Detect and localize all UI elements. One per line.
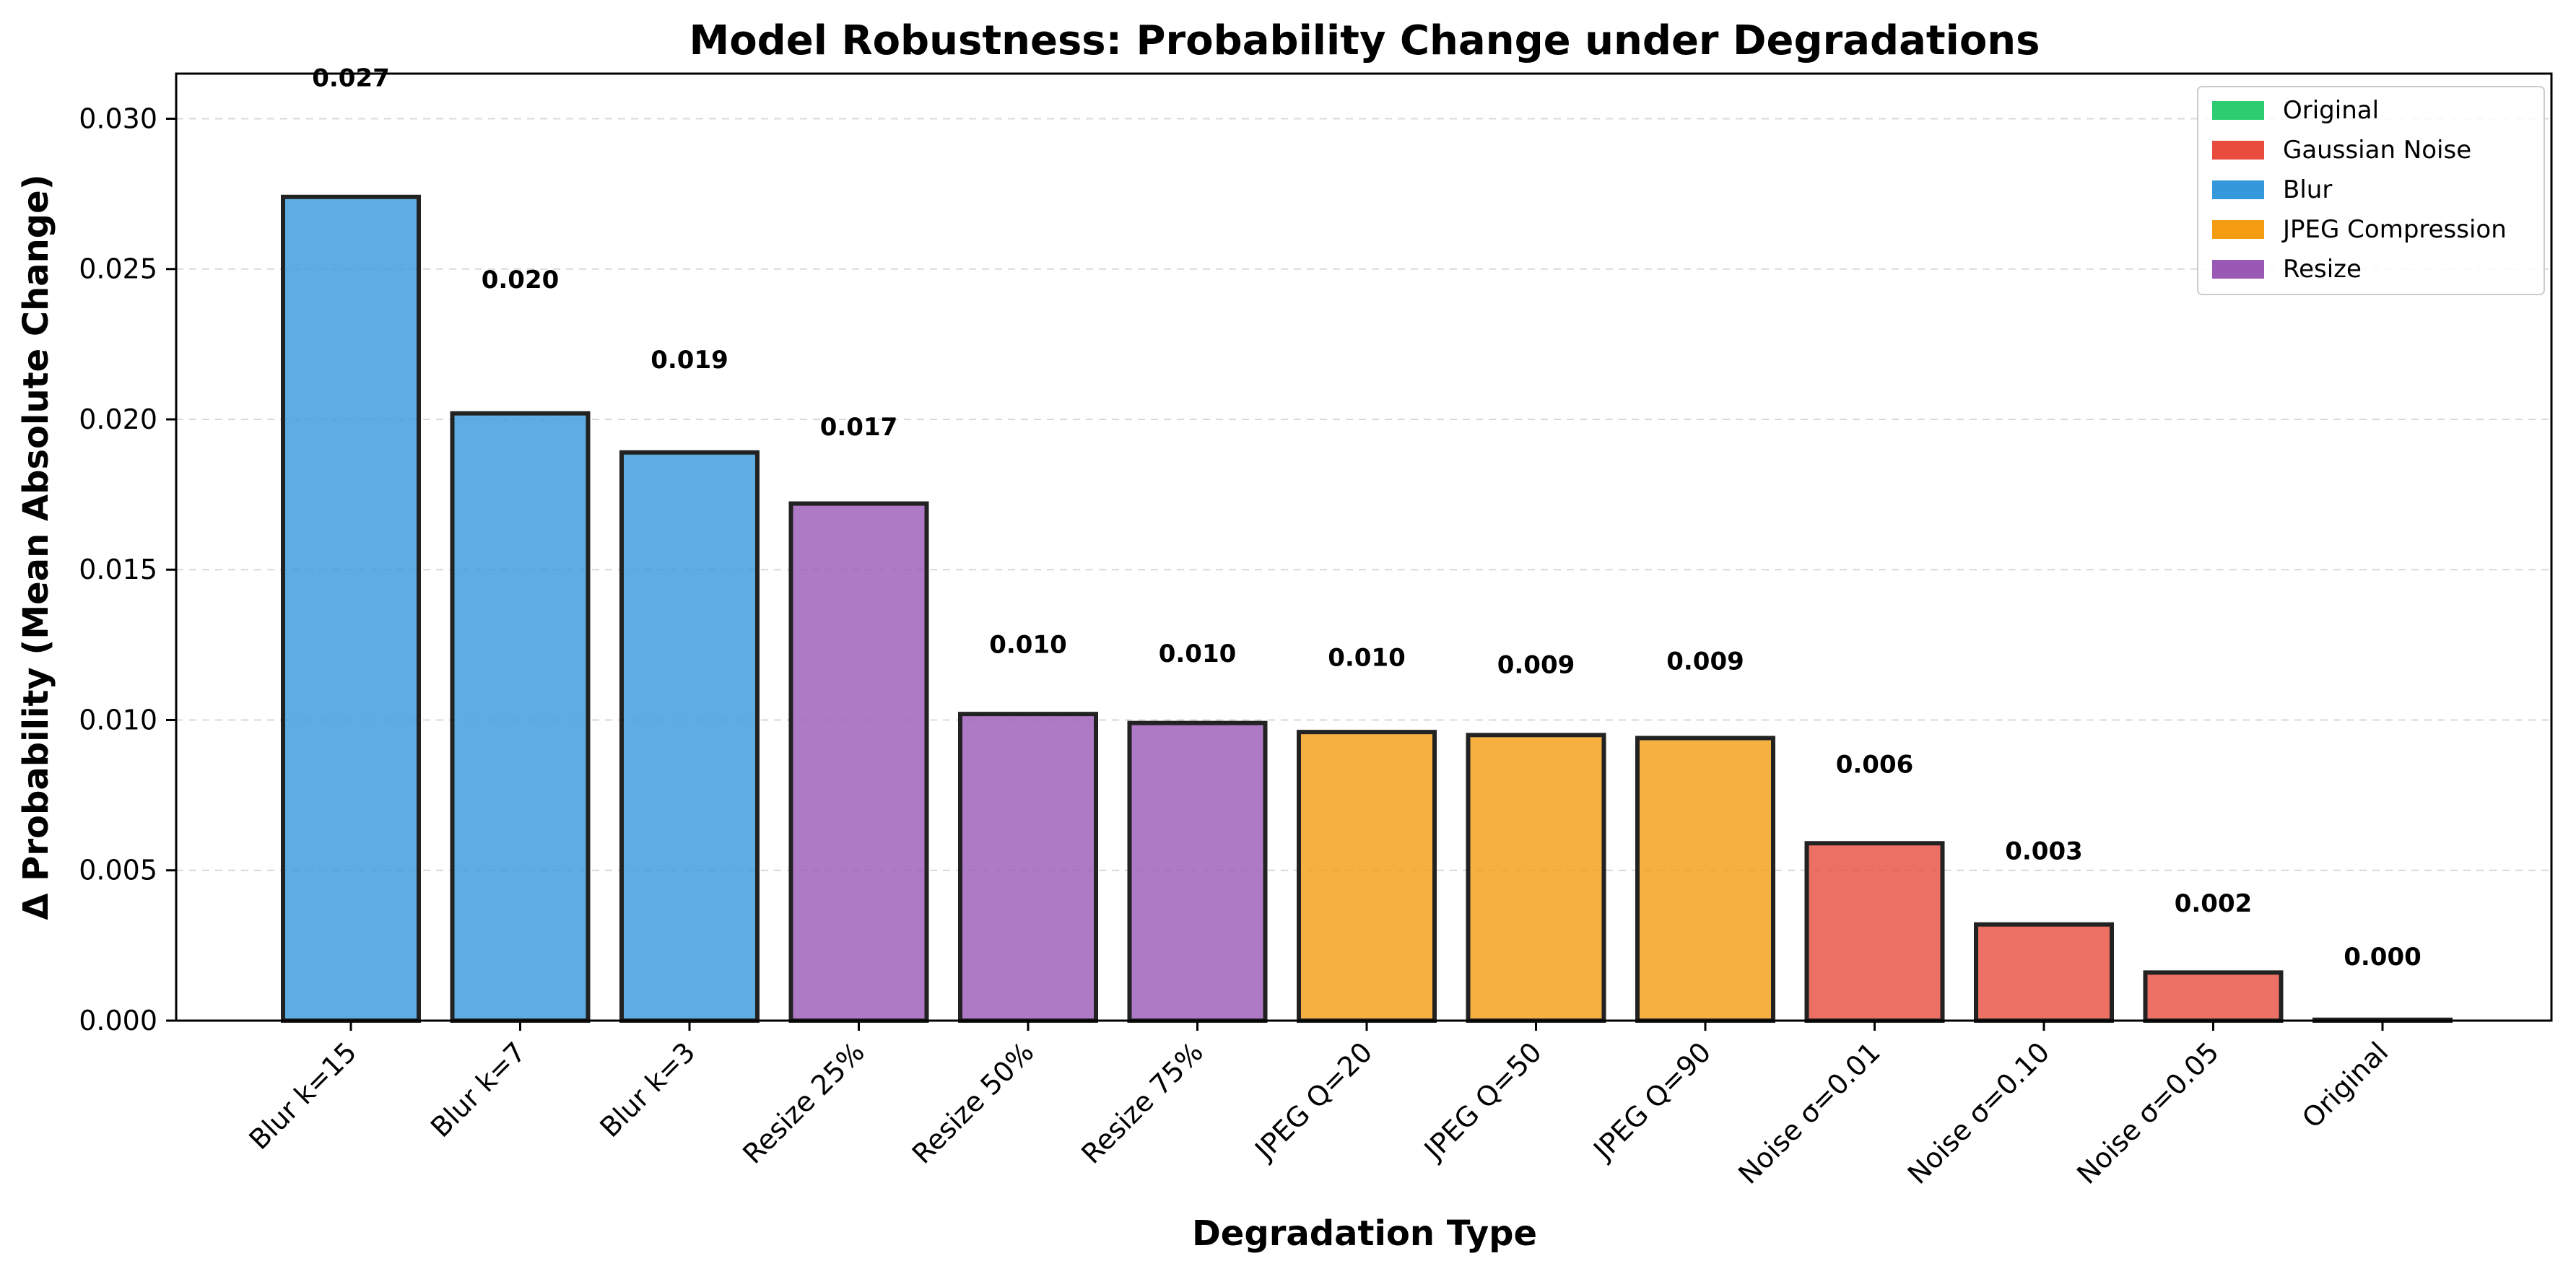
legend-label: JPEG Compression bbox=[2281, 215, 2507, 244]
bar-value-label: 0.006 bbox=[1836, 751, 1914, 780]
bar bbox=[1127, 720, 1268, 1024]
bar-value-label: 0.027 bbox=[312, 64, 390, 93]
bar bbox=[2143, 970, 2284, 1024]
legend-label: Blur bbox=[2283, 175, 2332, 204]
x-tick-label: JPEG Q=90 bbox=[1587, 1036, 1718, 1166]
bar-value-label: 0.003 bbox=[2005, 837, 2083, 865]
legend-label: Resize bbox=[2283, 255, 2362, 284]
x-tick-label: JPEG Q=50 bbox=[1417, 1036, 1548, 1166]
y-tick-label: 0.030 bbox=[79, 102, 157, 134]
x-tick-label: Resize 75% bbox=[1075, 1036, 1209, 1169]
x-tick-label: Blur k=3 bbox=[594, 1036, 702, 1143]
x-tick-label: Blur k=7 bbox=[425, 1036, 532, 1143]
bar bbox=[958, 712, 1098, 1024]
legend-swatch bbox=[2212, 220, 2264, 239]
x-axis-ticks: Blur k=15 Blur k=7 Blur k=3 Resize 25% Resiz… bbox=[243, 1021, 2394, 1190]
bars bbox=[281, 194, 2453, 1024]
bar-value-label: 0.000 bbox=[2344, 943, 2421, 972]
plot-frame bbox=[175, 72, 2553, 1022]
x-tick-label: Resize 25% bbox=[736, 1036, 870, 1169]
legend-swatch bbox=[2212, 260, 2264, 279]
bar bbox=[1974, 922, 2114, 1023]
x-tick-label: Noise σ=0.10 bbox=[1902, 1036, 2056, 1190]
legend-swatch bbox=[2212, 141, 2264, 160]
x-tick-label: Noise σ=0.05 bbox=[2071, 1036, 2225, 1190]
y-tick-label: 0.000 bbox=[79, 1005, 157, 1037]
y-axis-label: Δ Probability (Mean Absolute Change) bbox=[16, 174, 56, 920]
x-tick-label: Original bbox=[2296, 1036, 2394, 1134]
legend-swatch bbox=[2212, 101, 2264, 120]
bar bbox=[1635, 736, 1775, 1023]
y-tick-label: 0.025 bbox=[79, 253, 157, 285]
bar-value-label: 0.009 bbox=[1666, 647, 1744, 676]
y-tick-label: 0.010 bbox=[79, 704, 157, 736]
bar-value-label: 0.010 bbox=[1159, 640, 1237, 668]
bar-value-label: 0.009 bbox=[1497, 650, 1575, 679]
bar bbox=[1466, 733, 1606, 1023]
bar bbox=[1297, 730, 1437, 1024]
bar bbox=[1804, 841, 1945, 1024]
bar-value-labels: 0.027 0.020 0.019 0.017 0.010 0.010 0.010 0.009… bbox=[312, 64, 2421, 972]
bar-value-label: 0.020 bbox=[482, 266, 560, 294]
x-tick-label: JPEG Q=20 bbox=[1248, 1036, 1379, 1166]
bar-value-label: 0.019 bbox=[650, 346, 728, 375]
chart-title: Model Robustness: Probability Change und… bbox=[689, 17, 2040, 64]
bar-value-label: 0.010 bbox=[989, 631, 1067, 660]
bar-value-label: 0.010 bbox=[1328, 643, 1406, 672]
legend-label: Original bbox=[2283, 96, 2379, 125]
bar bbox=[450, 411, 591, 1023]
legend-label: Gaussian Noise bbox=[2283, 136, 2471, 165]
bar bbox=[788, 501, 929, 1023]
bar bbox=[619, 450, 760, 1023]
legend-swatch bbox=[2212, 180, 2264, 199]
x-tick-label: Noise σ=0.01 bbox=[1732, 1036, 1887, 1190]
legend-box bbox=[2197, 86, 2545, 295]
x-tick-label: Blur k=15 bbox=[243, 1036, 362, 1156]
bar bbox=[281, 194, 421, 1023]
bar-value-label: 0.002 bbox=[2175, 889, 2253, 918]
bar-value-label: 0.017 bbox=[820, 413, 898, 442]
y-tick-label: 0.005 bbox=[79, 855, 157, 886]
x-tick-label: Resize 50% bbox=[906, 1036, 1040, 1169]
x-axis-label: Degradation Type bbox=[1192, 1213, 1537, 1254]
y-tick-label: 0.020 bbox=[79, 403, 157, 435]
y-tick-label: 0.015 bbox=[79, 554, 157, 585]
y-axis-ticks: 0.000 0.005 0.010 0.015 0.020 0.025 0.030 bbox=[79, 102, 176, 1037]
legend: Original Gaussian Noise Blur JPEG Compressi… bbox=[2197, 86, 2545, 295]
